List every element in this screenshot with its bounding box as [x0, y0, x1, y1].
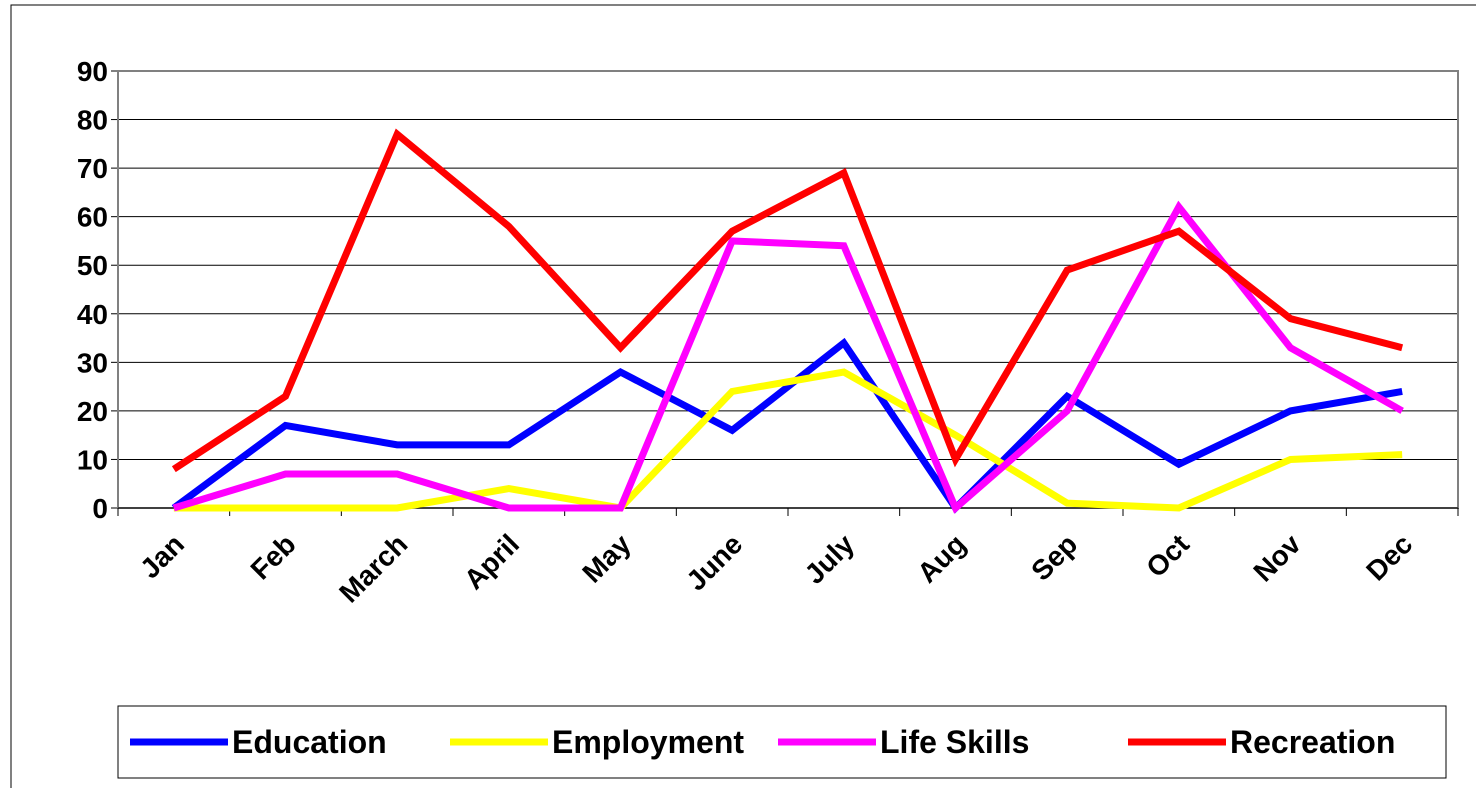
y-tick-label: 40: [77, 299, 108, 330]
y-tick-label: 20: [77, 396, 108, 427]
y-tick-label: 50: [77, 250, 108, 281]
x-tick-label: Dec: [1360, 528, 1418, 586]
series-line: [173, 368, 1403, 512]
chart-frame: [10, 4, 1476, 793]
x-tick-label: June: [680, 528, 748, 596]
series-line: [171, 128, 1404, 473]
x-tick-label: Feb: [245, 528, 302, 585]
y-tick-label: 0: [92, 493, 108, 524]
x-tick-label: April: [458, 528, 525, 595]
legend-label: Employment: [552, 724, 744, 760]
y-tick-label: 70: [77, 153, 108, 184]
legend-label: Recreation: [1230, 724, 1395, 760]
x-tick-label: July: [799, 528, 861, 590]
x-tick-label: Oct: [1140, 528, 1195, 583]
x-tick-label: March: [333, 528, 413, 608]
x-tick-label: Jan: [134, 528, 190, 584]
x-tick-label: Sep: [1025, 528, 1083, 586]
y-tick-label: 80: [77, 105, 108, 136]
y-tick-label: 90: [77, 56, 108, 87]
x-tick-label: May: [576, 528, 637, 589]
y-tick-label: 60: [77, 202, 108, 233]
legend-label: Education: [232, 724, 387, 760]
series-line: [171, 337, 1403, 514]
series-line: [172, 200, 1404, 514]
y-tick-label: 30: [77, 347, 108, 378]
x-tick-label: Nov: [1247, 528, 1307, 588]
y-tick-label: 10: [77, 444, 108, 475]
legend-label: Life Skills: [880, 724, 1029, 760]
x-tick-label: Aug: [911, 528, 971, 588]
